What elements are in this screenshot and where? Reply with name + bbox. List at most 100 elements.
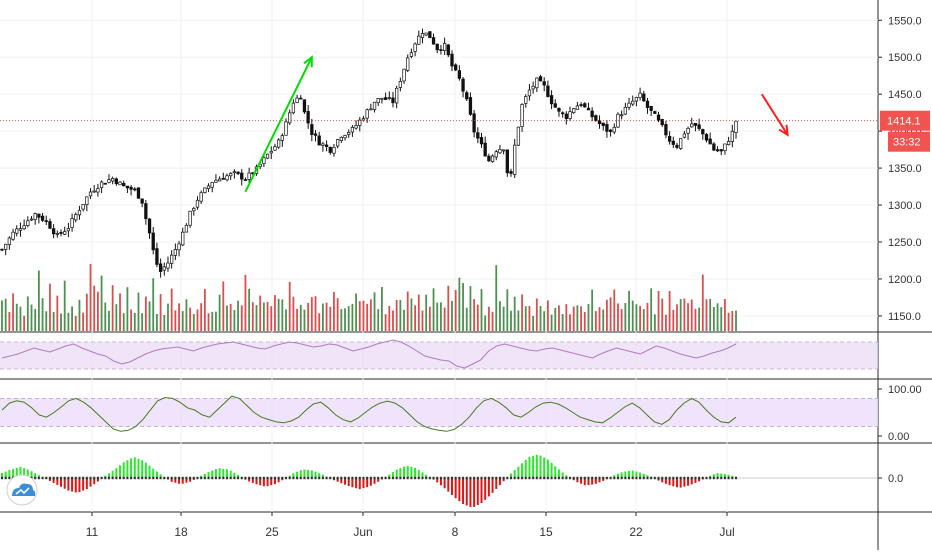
volume-bar: [447, 286, 449, 331]
candle-down: [595, 116, 598, 121]
candle-up: [274, 147, 277, 151]
candle-down: [668, 136, 671, 141]
momentum-bar: [130, 458, 132, 478]
volume-bar: [23, 316, 25, 331]
volume-bar: [130, 310, 132, 331]
arrow-shaft: [245, 57, 311, 192]
volume-bar: [414, 305, 416, 331]
momentum-bar: [126, 460, 128, 478]
momentum-bar: [351, 478, 353, 487]
volume-bar: [536, 298, 538, 331]
volume-bar: [724, 299, 726, 331]
x-tick-label: 11: [86, 525, 99, 539]
candle-up: [266, 154, 269, 158]
momentum-bar: [303, 469, 305, 478]
momentum-bar: [521, 463, 523, 478]
momentum-bar: [536, 455, 538, 478]
volume-bar: [547, 300, 549, 331]
volume-bar: [329, 307, 331, 331]
volume-bar: [182, 311, 184, 331]
volume-bar: [352, 304, 354, 331]
volume-bar: [385, 314, 387, 331]
volume-bar: [602, 309, 604, 331]
candle-up: [517, 127, 520, 145]
volume-bar: [112, 285, 114, 331]
volume-bar: [702, 275, 704, 331]
volume-bar: [643, 309, 645, 331]
volume-bar: [60, 314, 62, 331]
momentum-bar: [525, 460, 527, 478]
candle-down: [672, 141, 675, 144]
candle-down: [49, 222, 52, 229]
volume-bar: [377, 309, 379, 331]
trend-arrow-up: [245, 57, 311, 192]
candle-down: [432, 38, 435, 45]
candle-up: [192, 208, 195, 210]
volume-bar: [436, 303, 438, 331]
volume-bar: [31, 305, 33, 331]
candle-down: [480, 137, 483, 144]
volume-bar: [720, 307, 722, 331]
volume-bar: [473, 299, 475, 331]
volume-bar: [123, 313, 125, 331]
volume-bar: [292, 297, 294, 331]
candle-up: [34, 214, 37, 220]
candle-up: [628, 103, 631, 107]
volume-bar: [709, 299, 711, 331]
candle-down: [561, 113, 564, 114]
volume-bar: [252, 302, 254, 331]
volume-bar: [621, 309, 623, 331]
candle-up: [336, 140, 339, 146]
candle-up: [613, 127, 616, 132]
candle-up: [344, 135, 347, 137]
candle-up: [170, 255, 173, 263]
candle-up: [218, 179, 221, 181]
momentum-bar: [399, 468, 401, 478]
candle-up: [111, 178, 114, 181]
momentum-bar: [137, 459, 139, 478]
stoch-band: [0, 398, 878, 426]
candle-down: [307, 111, 310, 123]
candle-up: [288, 113, 291, 123]
tradingview-logo[interactable]: [7, 475, 37, 505]
candle-up: [572, 109, 575, 113]
candle-down: [591, 111, 594, 117]
momentum-bar: [366, 478, 368, 487]
candle-up: [528, 90, 531, 96]
volume-bar: [193, 314, 195, 331]
momentum-bar: [119, 465, 121, 478]
y-tick-label: 1550.0: [888, 15, 922, 27]
volume-bar: [145, 297, 147, 331]
volume-bar: [525, 306, 527, 331]
candle-down: [550, 96, 553, 104]
momentum-bar: [540, 456, 542, 478]
candle-up: [277, 140, 280, 147]
candle-down: [303, 100, 306, 112]
candle-down: [547, 86, 550, 97]
momentum-bar: [451, 478, 453, 495]
volume-bar: [429, 307, 431, 331]
arrow-shaft: [762, 94, 788, 135]
volume-bar: [337, 298, 339, 331]
candle-down: [720, 150, 723, 151]
volume-bar: [573, 307, 575, 331]
momentum-bar: [547, 459, 549, 478]
momentum-bar: [359, 478, 361, 489]
candle-down: [694, 123, 697, 125]
candle-up: [233, 172, 236, 173]
volume-bar: [12, 293, 14, 331]
volume-bar: [370, 299, 372, 331]
candle-down: [41, 216, 44, 220]
volume-bar: [529, 306, 531, 331]
volume-bar: [695, 309, 697, 331]
candle-down: [558, 108, 561, 111]
momentum-bar: [267, 478, 269, 486]
volume-bar: [274, 295, 276, 331]
volume-bar: [381, 287, 383, 331]
momentum-bar: [123, 462, 125, 478]
candle-up: [727, 141, 730, 144]
volume-bar: [101, 276, 103, 331]
x-tick-label: 22: [629, 525, 643, 539]
x-tick-label: Jun: [353, 525, 372, 539]
